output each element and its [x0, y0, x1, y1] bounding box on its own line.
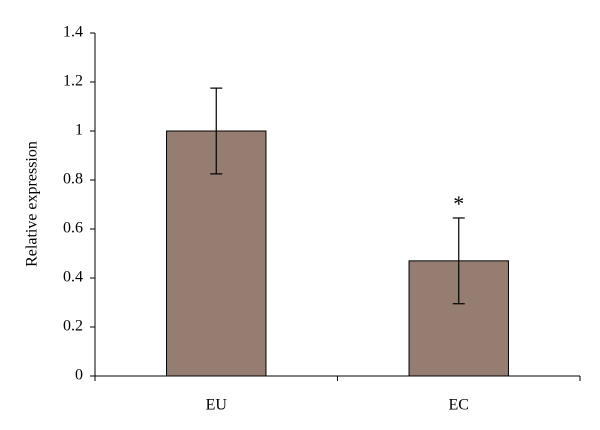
- y-tick-label: 0.2: [63, 318, 83, 335]
- error-bar: [452, 217, 465, 305]
- y-tick-label: 1.2: [63, 73, 83, 90]
- y-tick-label: 1: [75, 122, 83, 139]
- error-bar: [210, 87, 223, 175]
- y-tick-label: 0.8: [63, 171, 83, 188]
- x-tick-label: EU: [206, 397, 228, 414]
- y-tick-label: 1.4: [63, 24, 83, 41]
- y-tick-label: 0.6: [63, 220, 83, 237]
- y-tick-label: 0.4: [63, 269, 83, 286]
- y-axis-label: Relative expression: [24, 141, 41, 267]
- y-tick-label: 0: [75, 367, 83, 384]
- annotation: *: [453, 191, 464, 216]
- x-tick-label: EC: [449, 397, 469, 414]
